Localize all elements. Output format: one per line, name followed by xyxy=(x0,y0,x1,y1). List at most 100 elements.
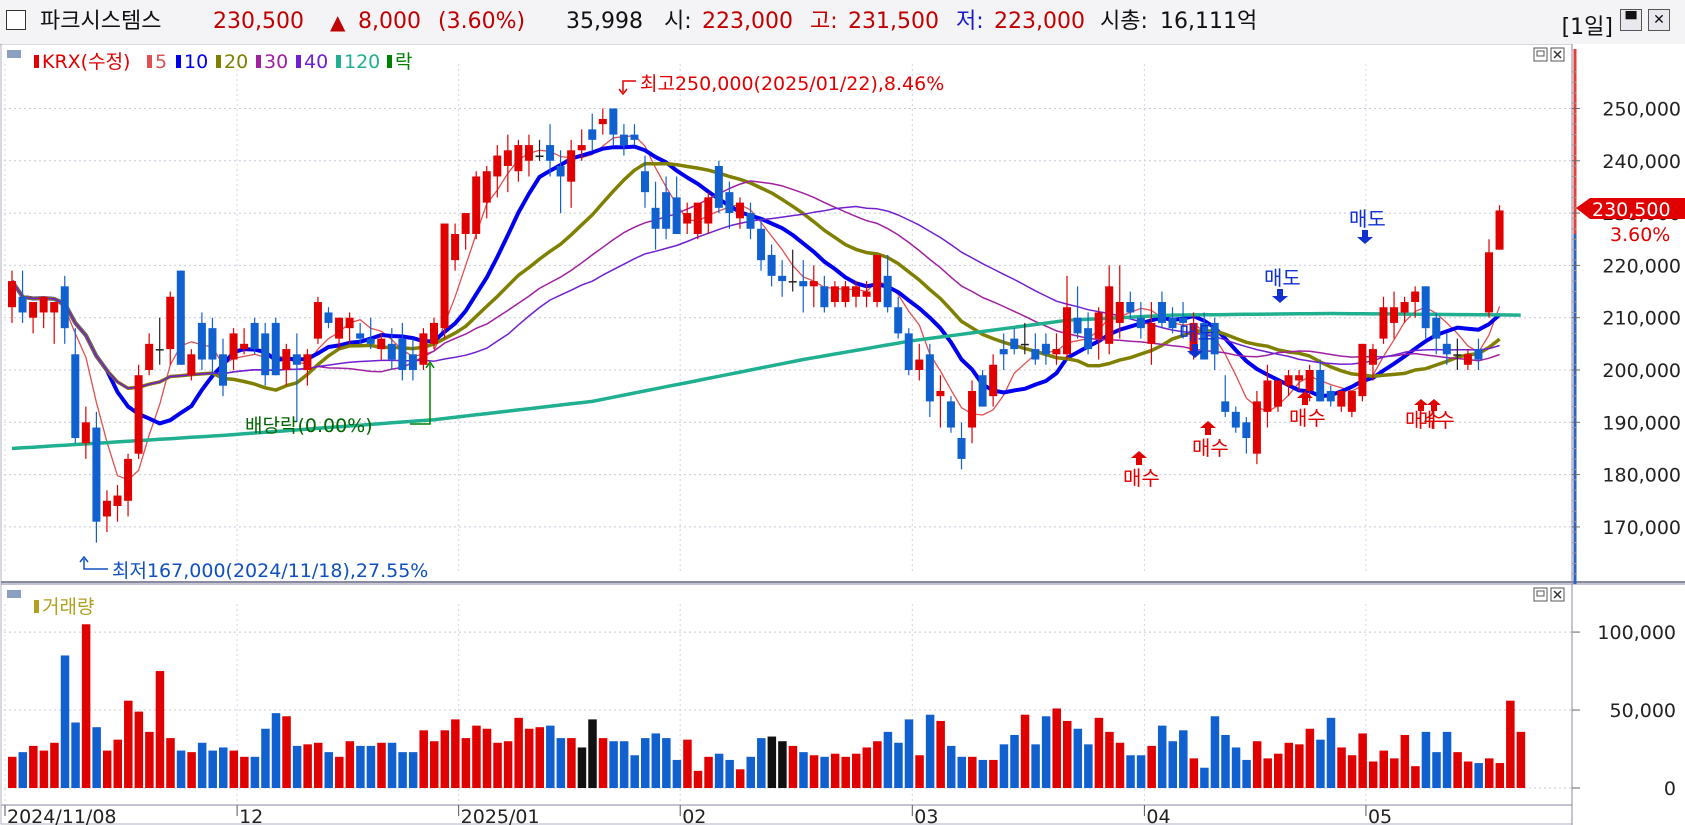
candle-body[interactable] xyxy=(145,343,154,370)
volume-bar[interactable] xyxy=(50,742,59,788)
candle-body[interactable] xyxy=(746,213,755,229)
volume-bar[interactable] xyxy=(451,719,460,788)
candle-body[interactable] xyxy=(408,354,417,370)
candle-body[interactable] xyxy=(261,333,270,376)
candle-body[interactable] xyxy=(714,166,723,208)
candle-body[interactable] xyxy=(1168,317,1177,329)
volume-bar[interactable] xyxy=(1316,739,1325,788)
volume-bar[interactable] xyxy=(1063,720,1072,788)
volume-bar[interactable] xyxy=(345,741,355,788)
candle-body[interactable] xyxy=(1337,390,1346,407)
candle-body[interactable] xyxy=(767,254,776,276)
panel-buttons[interactable] xyxy=(1533,47,1565,602)
volume-bar[interactable] xyxy=(1231,747,1241,788)
volume-bar[interactable] xyxy=(92,727,101,788)
volume-bar[interactable] xyxy=(166,738,175,788)
volume-bar[interactable] xyxy=(1421,731,1431,788)
candle-body[interactable] xyxy=(39,296,48,313)
volume-bar[interactable] xyxy=(1390,758,1399,788)
volume-bar[interactable] xyxy=(767,736,777,788)
volume-bar[interactable] xyxy=(493,742,502,788)
candle-body[interactable] xyxy=(524,145,533,161)
candle-body[interactable] xyxy=(1295,375,1304,381)
volume-bar[interactable] xyxy=(1263,758,1272,788)
candle-body[interactable] xyxy=(1453,354,1462,356)
volume-bar[interactable] xyxy=(1506,700,1515,788)
volume-bar[interactable] xyxy=(271,713,281,788)
volume-bar[interactable] xyxy=(546,725,555,788)
volume-bar[interactable] xyxy=(841,756,850,788)
candle-body[interactable] xyxy=(102,500,111,517)
volume-bar[interactable] xyxy=(619,741,629,788)
volume-bar[interactable] xyxy=(1094,717,1104,788)
candle-body[interactable] xyxy=(240,343,249,350)
candle-body[interactable] xyxy=(609,108,618,135)
volume-bar[interactable] xyxy=(925,714,935,788)
candle-body[interactable] xyxy=(904,333,913,370)
volume-bar[interactable] xyxy=(904,719,914,788)
volume-bar[interactable] xyxy=(978,759,988,788)
volume-bar[interactable] xyxy=(725,759,734,788)
candle-body[interactable] xyxy=(1136,317,1145,329)
volume-bar[interactable] xyxy=(799,752,808,788)
candle-body[interactable] xyxy=(208,328,217,360)
candle-body[interactable] xyxy=(1474,349,1483,360)
volume-bar[interactable] xyxy=(1189,758,1199,788)
volume-bar[interactable] xyxy=(683,739,692,788)
candle-body[interactable] xyxy=(1115,302,1124,323)
candle-body[interactable] xyxy=(113,495,122,506)
candle-body[interactable] xyxy=(176,270,185,365)
candle-body[interactable] xyxy=(324,312,333,323)
volume-bar[interactable] xyxy=(1147,745,1156,788)
volume-bar[interactable] xyxy=(39,750,49,788)
candle-body[interactable] xyxy=(472,176,481,234)
volume-bar[interactable] xyxy=(419,730,428,788)
candle-body[interactable] xyxy=(1200,322,1209,360)
volume-bar[interactable] xyxy=(809,755,819,788)
candle-body[interactable] xyxy=(619,134,628,146)
volume-bar[interactable] xyxy=(746,756,756,788)
candle-body[interactable] xyxy=(968,390,977,428)
candle-body[interactable] xyxy=(1252,401,1261,454)
volume-bar[interactable] xyxy=(377,742,386,788)
volume-bar[interactable] xyxy=(1358,733,1367,788)
candle-body[interactable] xyxy=(778,275,787,282)
candle-body[interactable] xyxy=(725,192,734,214)
volume-bar[interactable] xyxy=(1295,744,1304,788)
candle-body[interactable] xyxy=(1358,343,1367,397)
volume-bar[interactable] xyxy=(124,700,133,788)
candle-body[interactable] xyxy=(1052,349,1061,355)
volume-bar[interactable] xyxy=(1210,716,1220,788)
candle-body[interactable] xyxy=(683,213,692,224)
volume-bar[interactable] xyxy=(873,741,882,788)
legend-label[interactable]: 락 xyxy=(395,51,412,73)
candle-body[interactable] xyxy=(419,333,428,365)
candle-body[interactable] xyxy=(936,390,945,397)
candle-body[interactable] xyxy=(662,192,671,229)
candle-body[interactable] xyxy=(883,275,892,308)
volume-bar[interactable] xyxy=(577,747,587,788)
volume-bar[interactable] xyxy=(8,756,17,788)
candle-body[interactable] xyxy=(651,207,660,229)
candle-body[interactable] xyxy=(588,129,597,140)
candle-body[interactable] xyxy=(1379,307,1388,339)
volume-bar[interactable] xyxy=(472,725,481,788)
volume-bar[interactable] xyxy=(1020,714,1030,788)
candle-body[interactable] xyxy=(1147,322,1156,344)
candle-body[interactable] xyxy=(852,286,860,297)
volume-bar[interactable] xyxy=(820,756,829,788)
volume-bar[interactable] xyxy=(313,742,323,788)
candle-body[interactable] xyxy=(1485,252,1493,313)
volume-bar[interactable] xyxy=(830,753,840,788)
candle-body[interactable] xyxy=(957,438,966,459)
legend-label[interactable]: KRX(수정) xyxy=(42,51,130,73)
volume-bar[interactable] xyxy=(735,769,745,788)
volume-bar[interactable] xyxy=(788,745,798,788)
volume-bar[interactable] xyxy=(757,738,766,788)
legend-label[interactable]: 5 xyxy=(155,51,167,73)
legend-label[interactable]: 120 xyxy=(344,51,380,73)
candle-body[interactable] xyxy=(1326,390,1335,402)
candle-body[interactable] xyxy=(292,354,301,365)
candle-body[interactable] xyxy=(134,375,143,454)
candle-body[interactable] xyxy=(1041,343,1050,355)
